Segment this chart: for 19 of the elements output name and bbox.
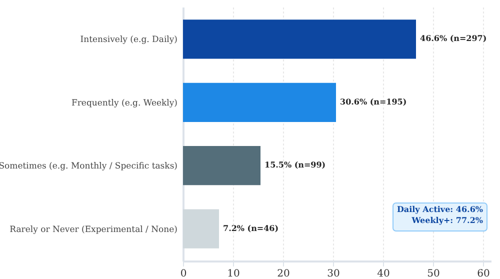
y-tick-label: Rarely or Never (Experimental / None) xyxy=(10,224,178,235)
x-tick-label: 40 xyxy=(377,268,390,279)
x-tick-label: 20 xyxy=(277,268,290,279)
bar xyxy=(183,146,260,186)
data-label: 7.2% (n=46) xyxy=(223,222,279,233)
bar xyxy=(183,20,416,59)
data-label: 15.5% (n=99) xyxy=(264,160,326,170)
data-label: 30.6% (n=195) xyxy=(340,96,407,106)
x-tick-label: 50 xyxy=(427,268,440,279)
x-tick-label: 30 xyxy=(327,268,340,279)
data-label: 46.6% (n=297) xyxy=(420,33,487,44)
y-tick-label: Intensively (e.g. Daily) xyxy=(80,35,178,46)
x-tick-label: 60 xyxy=(477,268,490,279)
x-tick-label: 0 xyxy=(180,268,187,279)
bar xyxy=(183,209,219,248)
bar xyxy=(183,82,336,122)
annotation: Daily Active: 46.6% Weekly+: 77.2% xyxy=(396,204,484,225)
x-tick-label: 10 xyxy=(227,268,240,279)
y-tick-label: Frequently (e.g. Weekly) xyxy=(71,98,178,108)
